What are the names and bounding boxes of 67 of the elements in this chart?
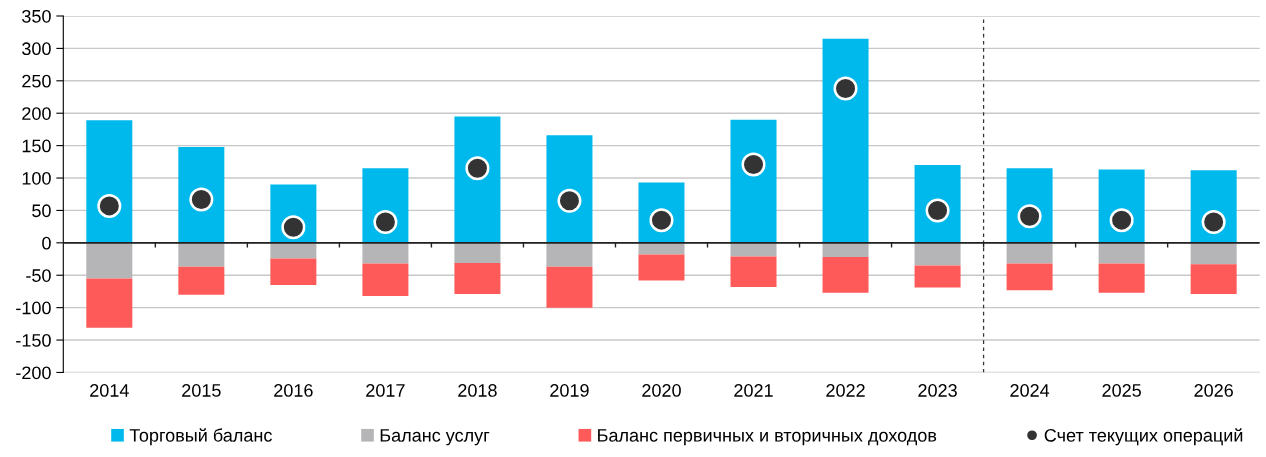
y-tick-label: 300 — [22, 42, 51, 56]
bar — [822, 38, 869, 243]
x-tick-label: 2017 — [366, 384, 405, 397]
point — [97, 193, 122, 218]
bar — [546, 135, 593, 243]
bar — [1006, 242, 1053, 264]
bar — [1006, 263, 1053, 291]
bar — [86, 278, 133, 328]
y-tick-label: -100 — [16, 301, 51, 315]
point — [833, 76, 858, 101]
bar — [914, 242, 961, 266]
x-tick-label: 2018 — [458, 384, 497, 397]
legend-label: Торговый баланс — [129, 428, 272, 446]
point — [373, 210, 398, 235]
y-tick-label: 200 — [22, 107, 51, 120]
legend-label: Баланс первичных и вторичных доходов — [598, 429, 937, 446]
bar — [362, 263, 409, 296]
bar — [454, 242, 501, 263]
x-tick-label: 2024 — [1010, 384, 1050, 397]
point — [1109, 208, 1134, 233]
y-tick-label: 250 — [22, 74, 51, 88]
y-tick-label: -200 — [16, 366, 51, 380]
point — [1201, 210, 1226, 235]
x-tick-label: 2015 — [182, 384, 221, 397]
bar — [86, 120, 133, 243]
point — [281, 215, 306, 240]
point — [557, 188, 582, 213]
bar — [178, 242, 225, 267]
y-tick-label: 150 — [22, 139, 51, 153]
y-tick-label: 50 — [32, 204, 51, 218]
x-tick-label: 2020 — [642, 384, 681, 397]
point — [465, 156, 490, 181]
bar — [638, 254, 685, 281]
bar — [270, 242, 317, 259]
bar — [270, 258, 317, 285]
x-tick-label: 2016 — [274, 384, 313, 397]
bar — [822, 257, 869, 293]
bar — [914, 265, 961, 288]
legend-label: Баланс услуг — [380, 429, 490, 446]
bar — [822, 242, 869, 258]
y-tick-label: 100 — [22, 171, 51, 185]
y-tick-label: -50 — [26, 269, 51, 282]
bar — [546, 242, 593, 267]
x-tick-label: 2026 — [1194, 384, 1233, 397]
x-tick-label: 2014 — [90, 384, 129, 397]
bar — [178, 266, 225, 295]
x-tick-label: 2019 — [550, 384, 589, 397]
y-tick-label: 0 — [42, 236, 51, 250]
bar — [1190, 242, 1237, 265]
bar — [730, 119, 777, 243]
bar — [86, 242, 133, 279]
point — [741, 152, 766, 177]
bar — [1190, 264, 1237, 295]
bar — [1098, 263, 1145, 293]
x-tick-label: 2023 — [918, 384, 957, 397]
y-tick-label: -150 — [16, 333, 51, 347]
bar — [454, 116, 501, 243]
bar — [454, 262, 501, 295]
bar — [730, 256, 777, 287]
y-tick-label: 350 — [22, 9, 51, 23]
x-tick-label: 2025 — [1102, 384, 1141, 397]
bar — [546, 266, 593, 308]
bar — [1098, 242, 1145, 264]
x-tick-label: 2021 — [734, 384, 773, 397]
legend-label: Счет текущих операций — [1044, 428, 1243, 446]
bar — [362, 242, 409, 264]
x-tick-label: 2022 — [826, 384, 865, 397]
